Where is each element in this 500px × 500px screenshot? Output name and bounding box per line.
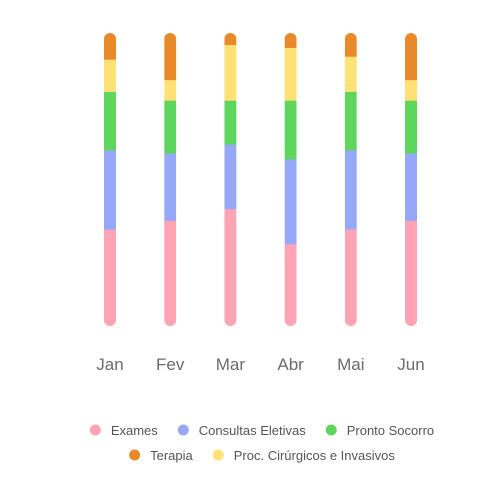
bar-segment-consultas-eletivas-abr (284, 158, 297, 245)
legend-label-consultas-eletivas: Consultas Eletivas (199, 423, 306, 438)
bars-layer (104, 33, 417, 326)
bar-segment-pronto-socorro-jun (405, 100, 417, 154)
bar-segment-exames-jan (104, 229, 116, 326)
bar-stack-abr (284, 33, 297, 326)
bar-stack-fev (164, 33, 177, 326)
legend-marker-pronto-socorro (325, 424, 337, 436)
legend: Exames Consultas Eletivas Pronto Socorro Te… (89, 423, 434, 463)
bar-segment-pronto-socorro-jan (104, 91, 116, 151)
bar-segment-pronto-socorro-abr (284, 100, 297, 160)
x-tick-label-abr: Abr (277, 355, 304, 374)
bar-segment-exames-abr (284, 243, 297, 326)
bar-segment-terapia-abr (284, 33, 297, 48)
bar-segment-consultas-eletivas-jun (405, 153, 417, 221)
bar-stack-mar (224, 33, 237, 326)
legend-label-pronto-socorro: Pronto Socorro (347, 423, 434, 438)
x-tick-label-jun: Jun (397, 355, 424, 374)
bar-segment-pronto-socorro-fev (164, 100, 177, 154)
bar-segment-consultas-eletivas-mai (344, 150, 357, 230)
legend-item-proc-cirurgicos-e-invasivos[interactable]: Proc. Cirúrgicos e Invasivos (212, 448, 396, 463)
bar-segment-proc-cirurgicos-e-invasivos-mai (344, 56, 357, 92)
bar-segment-proc-cirurgicos-e-invasivos-fev (164, 79, 177, 101)
bar-segment-exames-mar (224, 208, 237, 326)
bar-segment-proc-cirurgicos-e-invasivos-jun (405, 79, 417, 101)
x-axis-tick-labels: Jan Fev Mar Abr Mai Jun (96, 355, 424, 374)
bar-segment-terapia-fev (164, 33, 177, 81)
bar-segment-exames-fev (164, 220, 177, 326)
bar-segment-proc-cirurgicos-e-invasivos-mar (224, 44, 237, 101)
legend-marker-terapia (129, 449, 141, 461)
legend-item-pronto-socorro[interactable]: Pronto Socorro (325, 423, 434, 438)
bar-segment-consultas-eletivas-jan (104, 150, 116, 230)
bar-segment-pronto-socorro-mai (344, 91, 357, 151)
x-tick-label-fev: Fev (156, 355, 185, 374)
legend-item-exames[interactable]: Exames (89, 423, 158, 438)
bar-stack-mai (344, 33, 357, 326)
bar-segment-consultas-eletivas-mar (224, 144, 237, 210)
legend-label-exames: Exames (111, 423, 158, 438)
bar-segment-terapia-jun (405, 33, 417, 81)
bar-segment-exames-jun (405, 220, 417, 326)
bar-segment-terapia-jan (104, 33, 116, 60)
legend-label-proc-cirurgicos-e-invasivos: Proc. Cirúrgicos e Invasivos (234, 448, 396, 463)
legend-item-consultas-eletivas[interactable]: Consultas Eletivas (177, 423, 306, 438)
legend-label-terapia: Terapia (150, 448, 193, 463)
bar-segment-proc-cirurgicos-e-invasivos-abr (284, 47, 297, 101)
bar-stack-jun (405, 33, 417, 326)
x-tick-label-jan: Jan (96, 355, 123, 374)
bar-segment-pronto-socorro-mar (224, 100, 237, 145)
bar-segment-terapia-mar (224, 33, 237, 46)
x-tick-label-mar: Mar (216, 355, 246, 374)
legend-marker-proc-cirurgicos-e-invasivos (212, 449, 224, 461)
legend-marker-exames (89, 424, 101, 436)
bar-segment-exames-mai (344, 229, 357, 326)
legend-marker-consultas-eletivas (177, 424, 189, 436)
bar-segment-consultas-eletivas-fev (164, 153, 177, 221)
x-tick-label-mai: Mai (337, 355, 364, 374)
bar-segment-terapia-mai (344, 33, 357, 57)
bar-segment-proc-cirurgicos-e-invasivos-jan (104, 59, 116, 92)
bar-stack-jan (104, 33, 116, 326)
legend-item-terapia[interactable]: Terapia (129, 448, 194, 463)
